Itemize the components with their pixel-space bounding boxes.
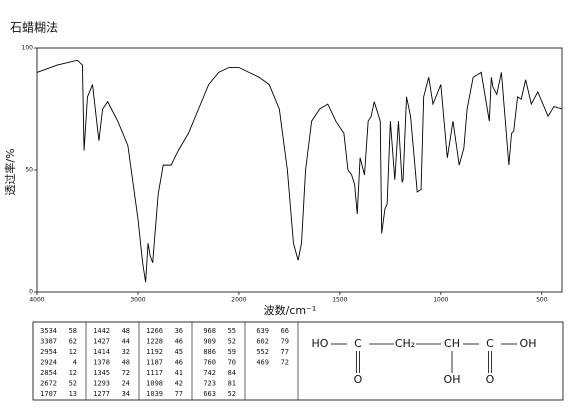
atom-label: O xyxy=(354,373,363,386)
peak-wavenumber: 1117 xyxy=(146,369,163,377)
peak-transmittance: 44 xyxy=(122,338,130,346)
peak-wavenumber: 3534 xyxy=(40,327,57,335)
peak-wavenumber: 760 xyxy=(203,359,216,367)
peak-transmittance: 46 xyxy=(175,338,183,346)
peak-wavenumber: 886 xyxy=(203,348,216,356)
peak-wavenumber: 3387 xyxy=(40,338,57,346)
chart-title: 石蜡糊法 xyxy=(10,20,58,35)
peak-transmittance: 70 xyxy=(228,359,236,367)
peak-transmittance: 52 xyxy=(69,380,77,388)
atom-label: C xyxy=(354,337,362,350)
peak-wavenumber: 2854 xyxy=(40,369,57,377)
peak-wavenumber: 639 xyxy=(256,327,269,335)
y-tick-label: 50 xyxy=(25,167,33,174)
peak-transmittance: 81 xyxy=(228,380,236,388)
peak-wavenumber: 602 xyxy=(256,338,269,346)
peak-transmittance: 62 xyxy=(69,338,77,346)
peak-transmittance: 72 xyxy=(281,359,289,367)
peak-wavenumber: 1228 xyxy=(146,338,163,346)
peak-wavenumber: 1414 xyxy=(93,348,110,356)
peak-transmittance: 12 xyxy=(69,348,77,356)
peak-transmittance: 77 xyxy=(281,348,289,356)
peak-wavenumber: 1345 xyxy=(93,369,110,377)
peak-wavenumber: 1293 xyxy=(93,380,110,388)
atom-label: OH xyxy=(444,373,461,386)
y-axis-label: 透过率/% xyxy=(3,148,17,195)
peak-wavenumber: 723 xyxy=(203,380,216,388)
peak-wavenumber: 1039 xyxy=(146,390,163,398)
peak-wavenumber: 1098 xyxy=(146,380,163,388)
peak-wavenumber: 1277 xyxy=(93,390,110,398)
x-tick-label: 1000 xyxy=(433,297,448,304)
peak-wavenumber: 1378 xyxy=(93,359,110,367)
peak-wavenumber: 2924 xyxy=(40,359,57,367)
peak-transmittance: 52 xyxy=(228,338,236,346)
peak-transmittance: 77 xyxy=(175,390,183,398)
x-tick-label: 3000 xyxy=(130,297,145,304)
peak-transmittance: 13 xyxy=(69,390,77,398)
peak-wavenumber: 663 xyxy=(203,390,216,398)
atom-label: HO xyxy=(312,337,329,350)
peak-transmittance: 55 xyxy=(228,327,236,335)
atom-label: CH xyxy=(444,337,460,350)
peak-transmittance: 36 xyxy=(175,327,183,335)
peak-transmittance: 48 xyxy=(122,327,130,335)
peak-wavenumber: 2672 xyxy=(40,380,57,388)
peak-transmittance: 48 xyxy=(122,359,130,367)
atom-label: O xyxy=(486,373,495,386)
peak-wavenumber: 909 xyxy=(203,338,216,346)
peak-transmittance: 34 xyxy=(122,390,130,398)
y-tick-label: 100 xyxy=(22,45,34,52)
peak-wavenumber: 1192 xyxy=(146,348,163,356)
peak-transmittance: 42 xyxy=(175,380,183,388)
peak-wavenumber: 742 xyxy=(203,369,216,377)
peak-transmittance: 12 xyxy=(69,369,77,377)
peak-wavenumber: 1187 xyxy=(146,359,163,367)
spectrum-line xyxy=(36,59,563,283)
peak-wavenumber: 2954 xyxy=(40,348,57,356)
peak-transmittance: 32 xyxy=(122,348,130,356)
peak-transmittance: 72 xyxy=(122,369,130,377)
x-axis-label: 波数/cm⁻¹ xyxy=(264,304,317,317)
peak-transmittance: 4 xyxy=(73,359,77,367)
y-tick-label: 0 xyxy=(29,289,33,296)
peak-wavenumber: 1266 xyxy=(146,327,163,335)
peak-transmittance: 58 xyxy=(69,327,77,335)
peak-wavenumber: 469 xyxy=(256,359,269,367)
x-tick-label: 1500 xyxy=(332,297,347,304)
peak-transmittance: 59 xyxy=(228,348,236,356)
peak-wavenumber: 1442 xyxy=(93,327,110,335)
x-tick-label: 500 xyxy=(536,297,548,304)
peak-transmittance: 84 xyxy=(228,369,236,377)
peak-transmittance: 52 xyxy=(228,390,236,398)
peak-transmittance: 45 xyxy=(175,348,183,356)
x-tick-label: 2000 xyxy=(231,297,246,304)
atom-label: OH xyxy=(520,337,537,350)
atom-label: C xyxy=(486,337,494,350)
atom-label: CH₂ xyxy=(395,337,415,350)
peak-wavenumber: 1707 xyxy=(40,390,57,398)
peak-transmittance: 24 xyxy=(122,380,130,388)
peak-wavenumber: 968 xyxy=(203,327,216,335)
x-tick-label: 4000 xyxy=(29,297,44,304)
peak-transmittance: 79 xyxy=(281,338,289,346)
peak-wavenumber: 1427 xyxy=(93,338,110,346)
peak-transmittance: 41 xyxy=(175,369,183,377)
peak-wavenumber: 552 xyxy=(256,348,269,356)
peak-transmittance: 46 xyxy=(175,359,183,367)
peak-transmittance: 66 xyxy=(281,327,289,335)
